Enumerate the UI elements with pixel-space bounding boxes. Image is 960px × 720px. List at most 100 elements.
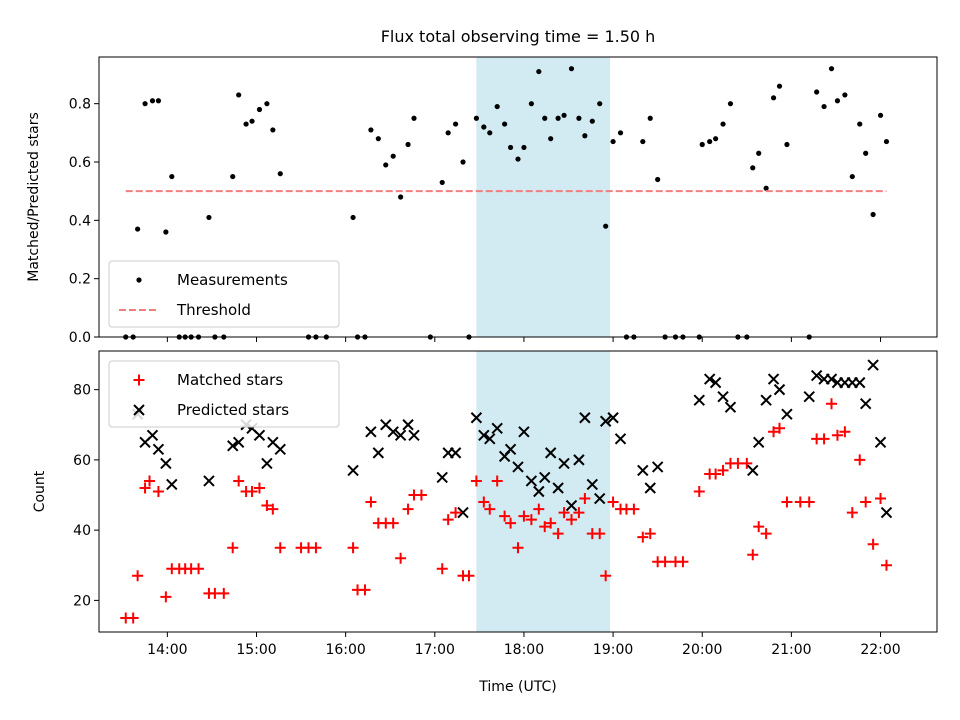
top-highlight-span <box>476 57 611 337</box>
data-point <box>825 373 838 385</box>
data-point <box>860 496 872 508</box>
data-point <box>640 138 646 145</box>
data-point <box>713 136 719 142</box>
data-point <box>206 214 212 221</box>
data-point <box>854 376 866 389</box>
data-point <box>515 156 521 162</box>
top-plot-marks <box>123 66 890 340</box>
data-point <box>752 436 765 449</box>
data-point <box>776 83 783 89</box>
chart-title: Flux total observing time = 1.50 h <box>381 27 656 46</box>
data-point <box>368 127 374 133</box>
data-point <box>753 521 765 533</box>
data-point <box>528 101 534 107</box>
data-point <box>579 412 591 424</box>
data-point <box>473 115 479 121</box>
data-point <box>277 171 283 177</box>
data-point <box>849 173 855 180</box>
x-tick-label: 19:00 <box>593 642 633 658</box>
legend-box <box>108 260 340 328</box>
data-point <box>365 426 377 438</box>
data-point <box>821 103 827 110</box>
data-point <box>478 496 490 508</box>
data-point <box>160 591 172 603</box>
data-point <box>160 457 172 470</box>
data-point <box>249 118 255 124</box>
data-point <box>651 461 664 473</box>
data-point <box>518 510 530 522</box>
data-point <box>781 408 793 420</box>
y-tick-label: 0.6 <box>69 155 91 171</box>
data-point <box>227 542 239 554</box>
y-tick-label: 60 <box>73 453 91 469</box>
data-point <box>408 429 420 442</box>
data-point <box>693 394 705 406</box>
data-point <box>163 229 169 235</box>
data-point <box>142 101 148 107</box>
data-point <box>880 559 892 571</box>
data-point <box>603 223 609 229</box>
data-point <box>859 397 872 410</box>
data-point <box>457 506 469 519</box>
data-point <box>594 492 606 505</box>
data-point <box>717 464 729 476</box>
data-point <box>874 436 887 449</box>
data-point <box>717 390 729 403</box>
data-point <box>449 447 462 459</box>
x-tick-label: 20:00 <box>682 642 722 658</box>
data-point <box>867 359 879 371</box>
data-point <box>521 144 527 151</box>
data-point <box>767 373 780 385</box>
data-point <box>261 457 273 470</box>
x-tick-label: 22:00 <box>860 642 900 658</box>
data-point <box>274 542 286 554</box>
data-point <box>484 503 496 515</box>
data-point <box>857 121 863 127</box>
data-point <box>232 436 245 449</box>
data-point <box>617 130 624 136</box>
data-point <box>387 517 399 529</box>
data-point <box>233 475 245 487</box>
data-point <box>365 496 377 508</box>
data-point <box>760 394 772 406</box>
data-point <box>568 66 575 72</box>
bottom-axis-ticks: 20 40 60 80 14:00 15:00 16:00 17:00 18:00 19:00 20… <box>73 383 901 658</box>
data-point <box>359 584 371 596</box>
data-point <box>586 478 598 491</box>
data-point <box>256 106 263 113</box>
data-point <box>814 89 820 95</box>
data-point <box>637 531 649 543</box>
data-point <box>707 138 713 145</box>
y-tick-label: 40 <box>73 523 91 539</box>
data-point <box>518 426 530 438</box>
data-point <box>246 486 258 497</box>
legend-label: Measurements <box>177 271 288 289</box>
data-point <box>883 138 890 145</box>
data-point <box>135 226 141 232</box>
legend-label: Threshold <box>176 301 251 319</box>
data-point <box>552 528 564 540</box>
data-point <box>810 369 823 382</box>
data-point <box>599 415 612 427</box>
data-point <box>854 454 866 466</box>
data-point <box>637 464 649 477</box>
data-point <box>230 173 236 180</box>
bottom-highlight-span <box>476 351 611 632</box>
data-point <box>166 478 178 491</box>
data-point <box>644 482 656 494</box>
data-point <box>264 101 270 107</box>
bottom-panel: 20 40 60 80 14:00 15:00 16:00 17:00 18:00 19:00 20… <box>32 350 938 695</box>
data-point <box>445 130 451 136</box>
data-point <box>539 521 551 533</box>
legend-swatch <box>133 374 145 386</box>
top-panel: 0.00.20.40.60.8 Matched/Predicted stars … <box>26 56 938 346</box>
data-point <box>390 153 396 159</box>
data-point <box>628 503 640 515</box>
data-point <box>558 507 570 519</box>
data-point <box>863 150 869 156</box>
top-legend: Measurements Threshold <box>108 260 340 328</box>
top-y-axis-label: Matched/Predicted stars <box>26 112 42 282</box>
legend-label: Predicted stars <box>177 401 289 419</box>
data-point <box>565 499 578 512</box>
data-point <box>875 493 887 505</box>
